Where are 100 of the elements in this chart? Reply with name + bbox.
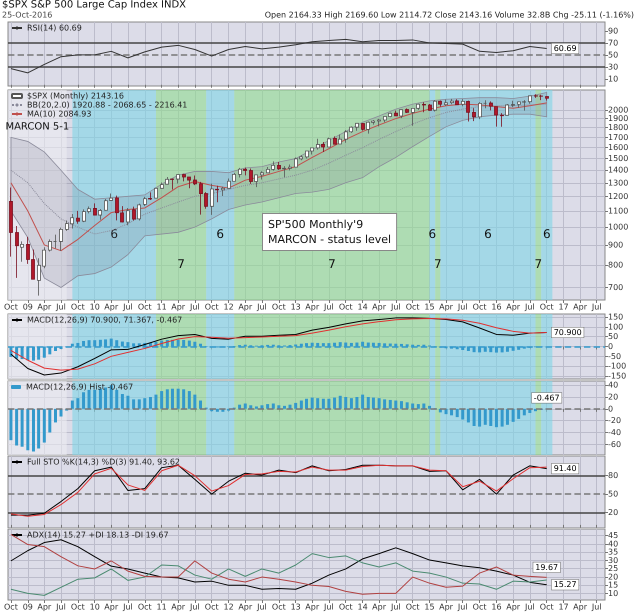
band-label: 6 (216, 227, 224, 241)
x-tick-label: Oct (272, 602, 286, 612)
x-tick-label: Oct (272, 302, 286, 312)
y-tick-label: 40 (608, 539, 618, 548)
y-tick-label: -60 (608, 440, 622, 449)
y-tick-label: 20 (608, 392, 618, 402)
y-tick-label: -100 (608, 362, 626, 371)
legend-label: $SPX (Monthly) 2143.16 (27, 92, 124, 100)
x-tick-label: 09 (22, 602, 33, 612)
y-tick-label: 1300 (608, 178, 628, 188)
x-tick-label: Oct (472, 302, 487, 312)
x-tick-label: Apr (372, 602, 387, 612)
y-tick-label: 0 (608, 342, 614, 351)
y-tick-label: 150 (608, 312, 624, 322)
x-tick-label: Oct (338, 602, 353, 612)
y-tick-label: 50 (608, 50, 618, 60)
x-tick-label: Jul (189, 302, 200, 312)
data-label: 91.40 (554, 464, 577, 474)
legend-label: MACD(12,26,9) 70.900, 71.367, -0.467 (27, 316, 182, 324)
data-label: -0.467 (534, 393, 560, 402)
x-tick-label: 15 (424, 302, 435, 312)
x-tick-label: Apr (439, 602, 454, 612)
x-tick-label: 10 (90, 302, 100, 312)
y-tick-label: -20 (608, 416, 622, 426)
legend-label: Full STO %K(14,3) %D(3) 91.40, 93.62 (27, 458, 180, 466)
y-tick-label: 700 (608, 282, 624, 292)
legend-label: ADX(14) 15.27 +DI 18.13 -DI 19.67 (27, 530, 169, 540)
x-tick-label: Jul (323, 602, 334, 612)
x-tick-label: Jul (524, 602, 535, 612)
legend-label: MA(10) 2084.93 (27, 110, 92, 118)
x-tick-label: Jul (256, 602, 267, 612)
x-tick-label: 12 (223, 602, 234, 612)
band-label: 7 (328, 257, 336, 271)
x-tick-label: Oct (204, 602, 219, 612)
y-tick-label: 0 (608, 404, 614, 414)
x-tick-label: Jul (55, 302, 66, 312)
x-tick-label: Apr (439, 302, 454, 312)
y-tick-label: 15 (608, 580, 618, 590)
band-label: 6 (110, 227, 118, 241)
x-tick-label: Oct (138, 302, 152, 312)
x-tick-label: Jul (122, 602, 133, 612)
legend-label: BB(20,2.0) 1920.88 - 2068.65 - 2216.41 (27, 100, 188, 110)
x-tick-label: 16 (491, 302, 502, 312)
y-tick-label: 1100 (608, 206, 628, 216)
x-tick-label: 17 (558, 602, 569, 612)
x-tick-label: Oct (204, 302, 219, 312)
x-tick-label: 09 (22, 302, 33, 312)
x-tick-label: 12 (223, 302, 234, 312)
text: Open 2164.33 High 2169.60 Low 2114.72 Close 2143.16 Volume 32.8B Chg -25.11 (-1.16%) (264, 10, 634, 20)
legend-label: RSI(14) 60.69 (27, 24, 82, 32)
x-tick-label: Jul (456, 302, 468, 312)
x-tick-label: Oct (406, 602, 420, 612)
x-tick-label: 13 (290, 602, 301, 612)
y-tick-label: -150 (608, 372, 626, 380)
y-tick-label: 900 (608, 240, 624, 250)
x-tick-label: 10 (90, 602, 100, 612)
y-tick-label: 1700 (608, 132, 628, 142)
x-tick-label: Jul (122, 302, 133, 312)
x-tick-label: Apr (104, 602, 119, 612)
band-label: 6 (542, 227, 551, 241)
x-tick-label: Jul (390, 302, 401, 312)
data-label: 60.69 (554, 44, 577, 54)
band-label: MARCON 5-1 (5, 122, 70, 132)
data-label: 15.27 (554, 580, 577, 590)
band-label: 7 (434, 257, 442, 271)
x-tick-label: Jul (456, 602, 468, 612)
y-tick-label: -50 (608, 352, 622, 361)
y-tick-label: 80 (608, 471, 618, 480)
x-tick-label: Apr (171, 302, 186, 312)
x-tick-label: 14 (358, 602, 368, 612)
x-tick-label: 13 (290, 302, 301, 312)
y-tick-label: 800 (608, 260, 624, 270)
band-label: 7 (534, 257, 542, 271)
x-tick-label: Apr (104, 302, 119, 312)
x-tick-label: Jul (55, 602, 66, 612)
data-label: 19.67 (535, 562, 558, 572)
y-tick-label: 90 (608, 26, 618, 36)
chart-subtitle: 25-Oct-2016 (2, 10, 52, 20)
x-tick-label: Oct (540, 602, 554, 612)
y-tick-label: 10 (608, 74, 618, 84)
x-tick-label: Oct (4, 302, 18, 312)
x-tick-label: Apr (238, 302, 253, 312)
data-label: 70.900 (554, 328, 582, 338)
x-tick-label: Oct (338, 302, 353, 312)
x-tick-label: Apr (573, 302, 588, 312)
y-tick-label: -40 (608, 428, 622, 438)
x-tick-label: Jul (256, 302, 267, 312)
x-tick-label: Apr (305, 302, 320, 312)
y-tick-label: 40 (608, 380, 618, 390)
y-tick-label: 30 (608, 62, 618, 72)
chart-title: $SPX S&P 500 Large Cap Index INDX (2, 0, 186, 10)
x-tick-label: Apr (506, 302, 521, 312)
x-tick-label: Apr (573, 602, 588, 612)
x-tick-label: 16 (491, 602, 502, 612)
x-tick-label: Oct (472, 602, 487, 612)
x-tick-label: 15 (424, 602, 435, 612)
y-tick-label: 10 (608, 588, 618, 598)
band-label: 6 (428, 227, 436, 241)
x-tick-label: Oct (138, 602, 152, 612)
y-tick-label: 25 (608, 564, 618, 574)
